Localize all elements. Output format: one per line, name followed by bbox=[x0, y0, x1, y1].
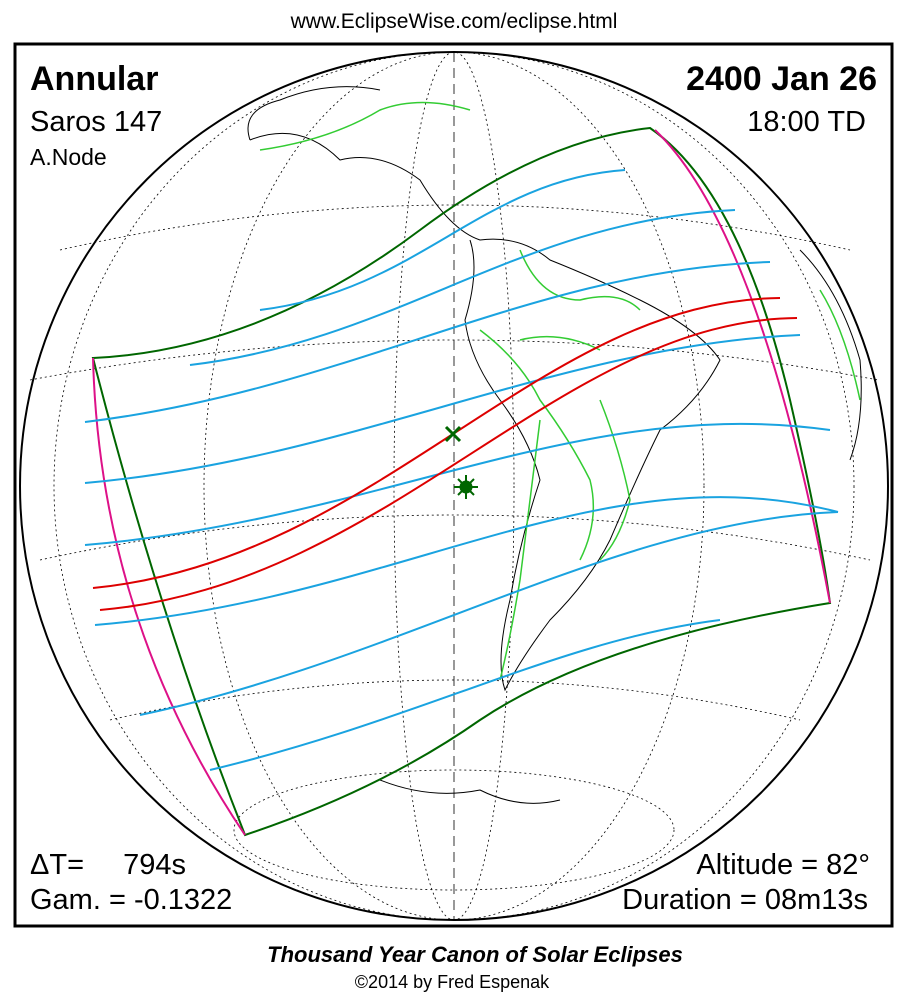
delta-t-label: ΔT= bbox=[30, 849, 84, 881]
duration: Duration = 08m13s bbox=[622, 884, 868, 916]
altitude: Altitude = 82° bbox=[696, 849, 870, 881]
time: 18:00 TD bbox=[747, 106, 866, 138]
date: 2400 Jan 26 bbox=[686, 60, 877, 98]
footer-title: Thousand Year Canon of Solar Eclipses bbox=[267, 942, 683, 967]
copyright: ©2014 by Fred Espenak bbox=[355, 972, 550, 992]
url: www.EclipseWise.com/eclipse.html bbox=[290, 10, 618, 33]
eclipse-type: Annular bbox=[30, 60, 158, 98]
globe bbox=[19, 51, 889, 921]
saros: Saros 147 bbox=[30, 106, 162, 138]
node: A.Node bbox=[30, 144, 107, 170]
gamma: Gam. = -0.1322 bbox=[30, 884, 232, 916]
delta-t-value: 794s bbox=[123, 849, 186, 881]
